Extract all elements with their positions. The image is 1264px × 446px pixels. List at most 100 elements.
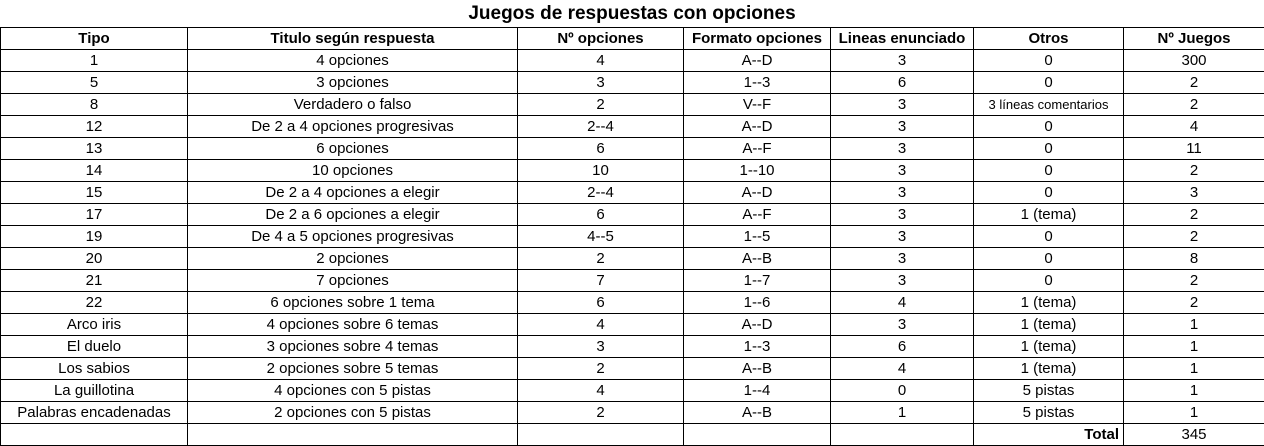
cell-otros: 0 <box>973 49 1124 72</box>
cell-titulo: 4 opciones sobre 6 temas <box>187 313 518 336</box>
cell-formato: A--D <box>683 313 831 336</box>
table-row: Palabras encadenadas 2 opciones con 5 pis… <box>0 401 1264 424</box>
cell-otros: 0 <box>973 71 1124 94</box>
cell-tipo: 21 <box>0 269 188 292</box>
cell-num-juegos: 2 <box>1123 225 1264 248</box>
cell-lineas: 3 <box>830 159 974 182</box>
cell-otros: 0 <box>973 269 1124 292</box>
cell-num-opciones: 2 <box>517 357 684 380</box>
cell-titulo: De 2 a 4 opciones progresivas <box>187 115 518 138</box>
table-row: 22 6 opciones sobre 1 tema 6 1--6 4 1 (tema) 2 <box>0 291 1264 314</box>
cell-num-opciones: 2--4 <box>517 181 684 204</box>
cell-num-juegos: 2 <box>1123 203 1264 226</box>
cell-num-opciones: 2 <box>517 247 684 270</box>
cell-num-opciones: 4--5 <box>517 225 684 248</box>
table-row: 20 2 opciones 2 A--B 3 0 8 <box>0 247 1264 270</box>
cell-num-opciones: 2 <box>517 401 684 424</box>
cell-num-juegos: 2 <box>1123 93 1264 116</box>
total-empty-cell <box>0 423 188 446</box>
cell-otros: 0 <box>973 247 1124 270</box>
cell-formato: 1--3 <box>683 71 831 94</box>
cell-tipo: 20 <box>0 247 188 270</box>
total-empty-cell <box>683 423 831 446</box>
cell-tipo: Los sabios <box>0 357 188 380</box>
cell-num-opciones: 2--4 <box>517 115 684 138</box>
cell-lineas: 3 <box>830 49 974 72</box>
cell-otros: 0 <box>973 115 1124 138</box>
cell-otros: 1 (tema) <box>973 357 1124 380</box>
cell-otros: 1 (tema) <box>973 291 1124 314</box>
table-row: Arco iris 4 opciones sobre 6 temas 4 A--D 3 1… <box>0 313 1264 336</box>
cell-num-opciones: 10 <box>517 159 684 182</box>
cell-lineas: 6 <box>830 71 974 94</box>
cell-formato: 1--6 <box>683 291 831 314</box>
cell-titulo: De 2 a 4 opciones a elegir <box>187 181 518 204</box>
table-row: 13 6 opciones 6 A--F 3 0 11 <box>0 137 1264 160</box>
cell-num-opciones: 4 <box>517 379 684 402</box>
cell-tipo: 8 <box>0 93 188 116</box>
cell-num-opciones: 6 <box>517 137 684 160</box>
cell-lineas: 3 <box>830 203 974 226</box>
header-tipo: Tipo <box>0 27 188 50</box>
cell-lineas: 3 <box>830 313 974 336</box>
cell-formato: 1--10 <box>683 159 831 182</box>
games-table: Tipo Titulo según respuesta Nº opciones … <box>0 27 1264 446</box>
cell-lineas: 1 <box>830 401 974 424</box>
cell-formato: 1--5 <box>683 225 831 248</box>
cell-otros: 5 pistas <box>973 379 1124 402</box>
cell-num-opciones: 6 <box>517 203 684 226</box>
cell-tipo: 14 <box>0 159 188 182</box>
cell-formato: 1--3 <box>683 335 831 358</box>
cell-lineas: 3 <box>830 247 974 270</box>
cell-otros: 1 (tema) <box>973 203 1124 226</box>
cell-formato: 1--4 <box>683 379 831 402</box>
cell-num-opciones: 4 <box>517 49 684 72</box>
header-lineas: Lineas enunciado <box>830 27 974 50</box>
cell-titulo: 3 opciones <box>187 71 518 94</box>
cell-num-juegos: 300 <box>1123 49 1264 72</box>
cell-tipo: El duelo <box>0 335 188 358</box>
cell-formato: A--B <box>683 247 831 270</box>
cell-lineas: 3 <box>830 225 974 248</box>
cell-lineas: 3 <box>830 93 974 116</box>
cell-num-juegos: 4 <box>1123 115 1264 138</box>
cell-tipo: 12 <box>0 115 188 138</box>
cell-titulo: Verdadero o falso <box>187 93 518 116</box>
cell-formato: A--D <box>683 49 831 72</box>
cell-lineas: 3 <box>830 137 974 160</box>
cell-num-opciones: 3 <box>517 71 684 94</box>
table-row: 12 De 2 a 4 opciones progresivas 2--4 A--D 3… <box>0 115 1264 138</box>
cell-otros: 1 (tema) <box>973 335 1124 358</box>
cell-titulo: 2 opciones sobre 5 temas <box>187 357 518 380</box>
table-row: 21 7 opciones 7 1--7 3 0 2 <box>0 269 1264 292</box>
total-empty-cell <box>187 423 518 446</box>
cell-num-juegos: 1 <box>1123 357 1264 380</box>
cell-lineas: 4 <box>830 357 974 380</box>
cell-otros: 0 <box>973 181 1124 204</box>
table-row: 14 10 opciones 10 1--10 3 0 2 <box>0 159 1264 182</box>
cell-otros: 0 <box>973 137 1124 160</box>
cell-formato: A--D <box>683 181 831 204</box>
cell-num-juegos: 8 <box>1123 247 1264 270</box>
table-row: Los sabios 2 opciones sobre 5 temas 2 A--B 4… <box>0 357 1264 380</box>
cell-tipo: 5 <box>0 71 188 94</box>
cell-num-juegos: 11 <box>1123 137 1264 160</box>
total-empty-cell <box>830 423 974 446</box>
cell-num-opciones: 6 <box>517 291 684 314</box>
cell-titulo: 4 opciones con 5 pistas <box>187 379 518 402</box>
cell-lineas: 3 <box>830 115 974 138</box>
cell-num-opciones: 3 <box>517 335 684 358</box>
header-otros: Otros <box>973 27 1124 50</box>
total-row: Total 345 <box>0 423 1264 446</box>
header-titulo: Titulo según respuesta <box>187 27 518 50</box>
cell-titulo: 4 opciones <box>187 49 518 72</box>
cell-num-juegos: 2 <box>1123 71 1264 94</box>
cell-formato: A--B <box>683 357 831 380</box>
cell-formato: A--D <box>683 115 831 138</box>
table-row: 8 Verdadero o falso 2 V--F 3 3 líneas comenta… <box>0 93 1264 116</box>
cell-otros: 5 pistas <box>973 401 1124 424</box>
total-label: Total <box>973 423 1124 446</box>
cell-titulo: 2 opciones <box>187 247 518 270</box>
